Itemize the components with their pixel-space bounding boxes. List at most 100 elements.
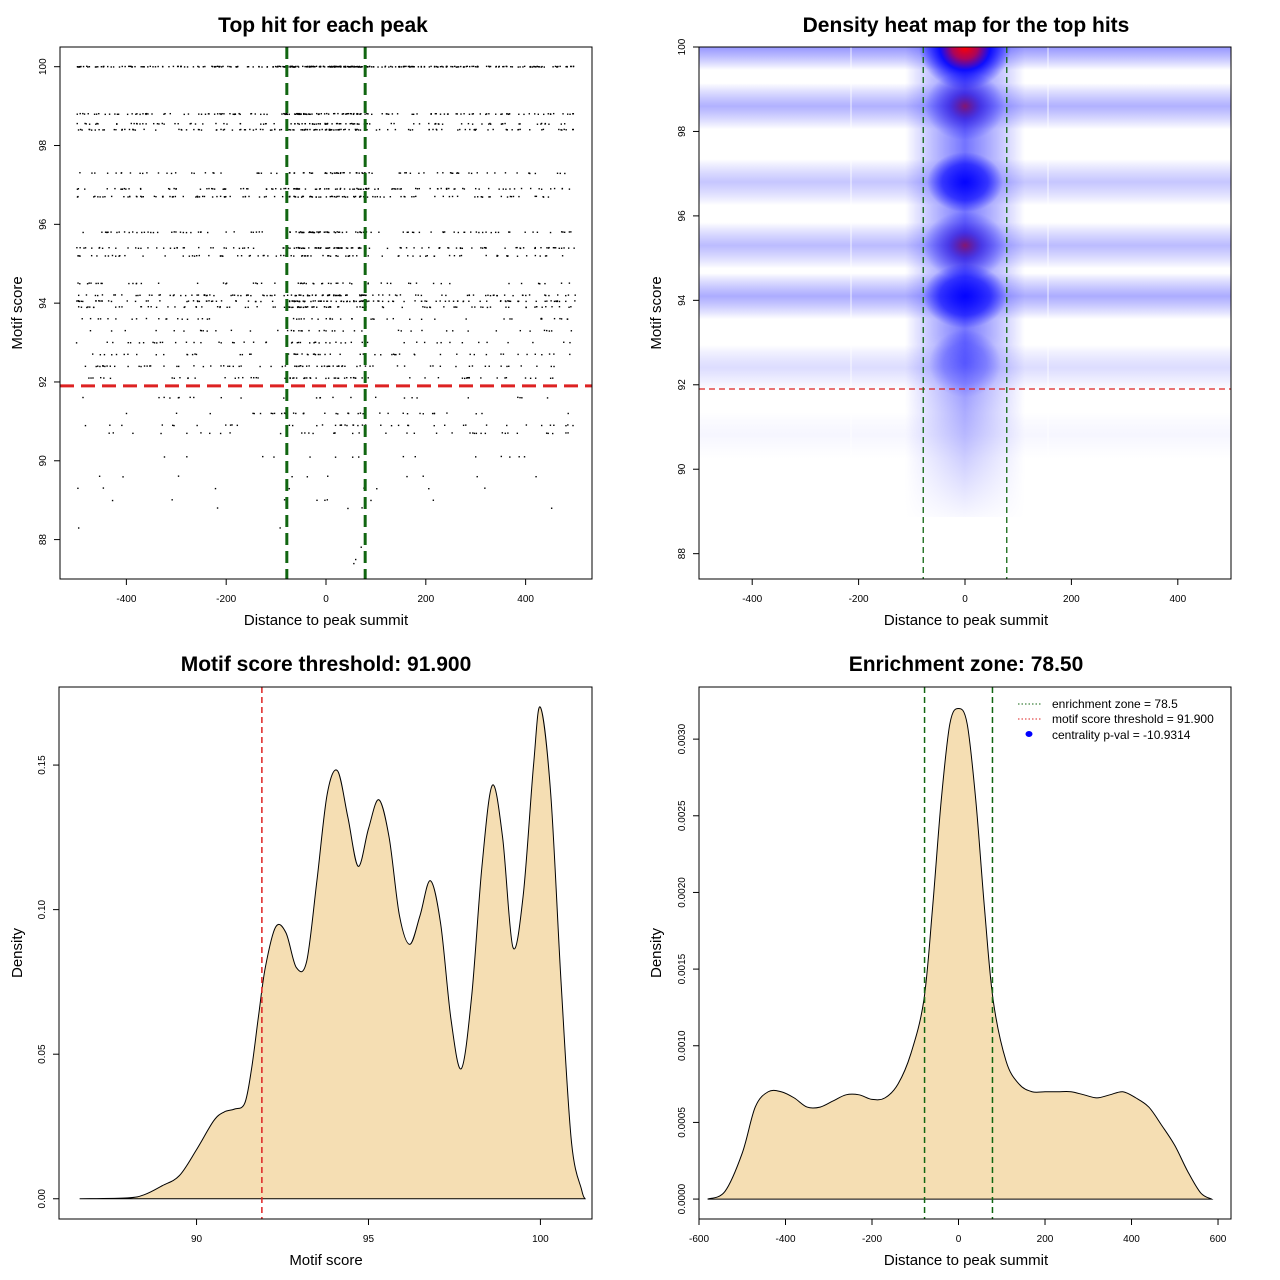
scatter-point	[359, 231, 361, 233]
scatter-point	[140, 365, 142, 368]
scatter-point	[211, 196, 214, 198]
scatter-point	[551, 306, 553, 308]
scatter-point	[407, 128, 410, 131]
scatter-point	[129, 196, 131, 198]
scatter-point	[353, 330, 356, 332]
scatter-point	[472, 113, 475, 115]
scatter-point	[481, 196, 484, 198]
scatter-point	[455, 66, 458, 68]
scatter-point	[288, 306, 290, 308]
scatter-point	[156, 247, 158, 249]
scatter-point	[324, 412, 326, 414]
scatter-point	[134, 129, 137, 131]
scatter-point	[340, 128, 342, 131]
scatter-point	[115, 255, 117, 257]
scatter-point	[163, 123, 165, 125]
scatter-point	[220, 342, 222, 344]
scatter-point	[505, 188, 507, 190]
scatter-point	[452, 330, 454, 332]
scatter-point	[166, 318, 168, 320]
scatter-point	[308, 66, 311, 68]
scatter-point	[341, 113, 344, 115]
scatter-point	[572, 113, 574, 115]
score-density-area	[79, 706, 586, 1200]
scatter-point	[372, 195, 374, 198]
scatter-point	[413, 247, 415, 249]
scatter-point	[344, 365, 346, 367]
scatter-point	[302, 282, 304, 285]
scatter-point	[370, 231, 372, 234]
scatter-point	[534, 254, 537, 257]
scatter-point	[393, 188, 396, 190]
scatter-point	[97, 294, 99, 297]
scatter-point	[332, 365, 334, 367]
scatter-point	[212, 172, 214, 174]
scatter-point	[76, 188, 79, 190]
scatter-point	[145, 300, 148, 302]
scatter-point	[240, 294, 242, 297]
scatter-point	[183, 247, 186, 249]
scatter-point	[102, 487, 105, 489]
scatter-point	[249, 128, 251, 131]
scatter-point	[91, 172, 93, 174]
scatter-point	[118, 231, 120, 233]
scatter-point	[534, 172, 537, 175]
scatter-point	[436, 342, 438, 344]
scatter-point	[210, 365, 212, 367]
scatter-point	[417, 66, 420, 68]
scatter-point	[357, 247, 360, 249]
scatter-point	[317, 113, 320, 116]
scatter-point	[502, 188, 505, 190]
scatter-point	[127, 247, 129, 249]
scatter-point	[306, 65, 308, 68]
scatter-point	[195, 306, 198, 308]
scatter-point	[474, 306, 476, 308]
scatter-point	[367, 377, 369, 379]
scatter-point	[353, 66, 355, 68]
scatter-point	[395, 353, 397, 356]
legend-swatch-centrality	[1025, 731, 1033, 737]
scatter-point	[176, 246, 178, 249]
scatter-point	[328, 306, 330, 308]
scatter-point	[352, 255, 354, 257]
scatter-point	[496, 254, 498, 257]
scatter-point	[507, 300, 509, 302]
scatter-point	[323, 329, 325, 332]
scatter-point	[273, 122, 275, 125]
scatter-point	[485, 353, 488, 356]
scatter-point	[535, 475, 537, 478]
scatter-point	[356, 187, 358, 190]
scatter-point	[219, 432, 222, 435]
scatter-point	[322, 254, 324, 257]
scatter-point	[297, 282, 300, 284]
scatter-point	[433, 66, 436, 68]
scatter-point	[93, 113, 96, 115]
scatter-point	[98, 247, 100, 249]
scatter-point	[100, 66, 103, 68]
scatter-point	[97, 196, 99, 198]
scatter-point	[523, 456, 526, 458]
scatter-point	[450, 172, 453, 174]
scatter-point	[151, 113, 153, 115]
scatter-point	[464, 377, 466, 380]
scatter-point	[333, 377, 336, 379]
scatter-point	[511, 129, 513, 131]
scatter-point	[355, 300, 357, 303]
scatter-point	[277, 329, 279, 332]
scatter-point	[411, 397, 413, 399]
scatter-point	[225, 247, 227, 249]
scatter-point	[560, 282, 563, 284]
scatter-point	[296, 306, 299, 309]
scatter-point	[336, 231, 338, 233]
scatter-point	[84, 247, 87, 249]
scatter-point	[132, 282, 134, 285]
scatter-point	[186, 300, 188, 303]
scatter-point	[384, 66, 386, 68]
scatter-point	[210, 300, 213, 303]
scatter-point	[272, 412, 274, 415]
scatter-point	[410, 330, 412, 332]
scatter-point	[396, 113, 399, 115]
scatter-point	[162, 66, 164, 68]
scatter-point	[305, 113, 307, 115]
scatter-point	[332, 66, 334, 68]
